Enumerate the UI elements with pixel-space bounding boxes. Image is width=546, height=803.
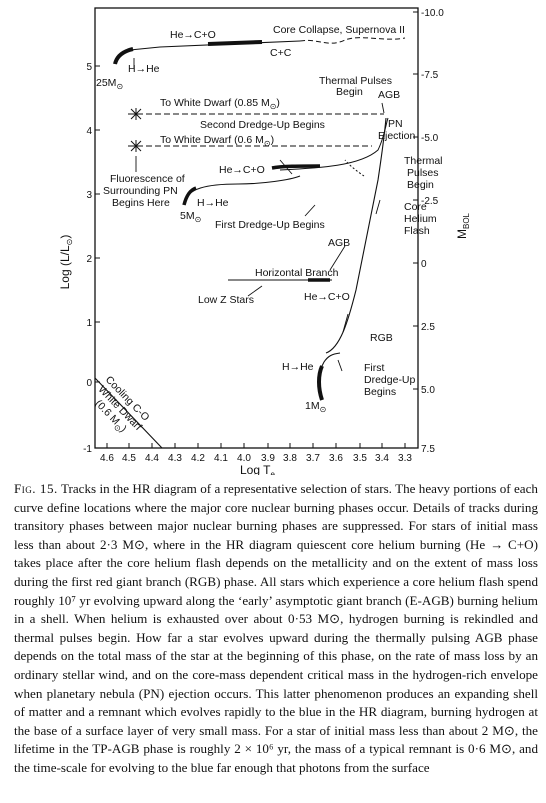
- track-25msun-h-burning: [113, 47, 134, 65]
- label-5msun: 5M⊙: [180, 210, 201, 224]
- y-right-tick-label: -2.5: [421, 196, 439, 207]
- label-core-helium-flash: Core Helium Flash: [404, 201, 437, 237]
- label-agb-mid: AGB: [328, 237, 350, 249]
- track-1msun: [318, 352, 341, 401]
- sunburst-icon: [130, 140, 142, 152]
- label-rgb: RGB: [370, 332, 393, 344]
- y-left-tick-label: 5: [86, 62, 92, 73]
- y-left-ticks: [95, 65, 100, 449]
- x-tick-label: 3.4: [375, 453, 389, 464]
- y-right-tick-label: -10.0: [421, 8, 444, 19]
- label-first-dredge-up-low: First Dredge-Up Begins: [364, 362, 416, 398]
- hr-diagram: 4.6 4.5 4.4 4.3 4.2 4.1 4.0 3.9 3.8 3.7 …: [58, 7, 471, 475]
- y-left-tick-label: 1: [86, 318, 92, 329]
- label-he-co-mid: He→C+O: [219, 164, 265, 176]
- label-thermal-pulses-top: Thermal Pulses Begin: [319, 75, 392, 98]
- label-thermal-pulses-right: Thermal Pulses Begin: [404, 155, 443, 191]
- x-tick-label: 4.1: [214, 453, 228, 464]
- figure-caption: Fig. 15. Tracks in the HR diagram of a r…: [14, 480, 538, 778]
- label-he-co-top: He→C+O: [170, 29, 216, 41]
- label-pn-ejection: PN Ejection: [378, 118, 416, 142]
- label-h-he-top: H→He: [128, 63, 160, 75]
- label-1msun: 1M⊙: [305, 400, 326, 414]
- track-25msun-collapse: [299, 37, 406, 44]
- y-left-tick-label: 4: [86, 126, 92, 137]
- x-tick-label: 3.9: [261, 453, 275, 464]
- y-left-tick-label: -1: [83, 444, 92, 455]
- caption-label: Fig. 15.: [14, 481, 58, 496]
- x-axis-label: Log Te: [240, 463, 275, 475]
- track-rgb-agb: [325, 117, 387, 354]
- x-tick-label: 4.0: [237, 453, 251, 464]
- label-fluorescence: Fluorescence of Surrounding PN Begins Here: [103, 173, 185, 209]
- label-25msun: 25M⊙: [96, 77, 123, 91]
- x-tick-label: 4.4: [145, 453, 159, 464]
- caption-text: Tracks in the HR diagram of a representa…: [14, 481, 538, 775]
- label-h-he-mid: H→He: [197, 197, 229, 209]
- y-right-axis-label: MBOL: [455, 212, 471, 239]
- x-tick-label: 3.7: [306, 453, 320, 464]
- label-to-wd-06: To White Dwarf (0.6 M⊙): [160, 134, 274, 148]
- label-he-co-low: He→C+O: [304, 291, 350, 303]
- label-agb-top: AGB: [378, 89, 400, 101]
- label-first-dredge-up-mid: First Dredge-Up Begins: [215, 219, 325, 231]
- x-tick-label: 4.6: [100, 453, 114, 464]
- cooling-white-dwarf-line: [94, 377, 163, 449]
- track-5msun-agb: [279, 117, 389, 171]
- x-tick-label: 3.3: [398, 453, 412, 464]
- annotation-arrows: [133, 58, 385, 372]
- label-c-c: C+C: [270, 47, 292, 59]
- sunburst-icon: [130, 108, 142, 120]
- track-25msun-he-burning: [207, 40, 263, 46]
- x-tick-label: 3.6: [329, 453, 343, 464]
- y-left-tick-label: 2: [86, 254, 92, 265]
- y-left-axis-label: Log (L/L⊙): [58, 235, 74, 290]
- track-core-he: [344, 159, 365, 177]
- label-h-he-low: H→He: [282, 361, 314, 373]
- y-left-tick-label: 0: [86, 378, 92, 389]
- x-tick-label: 3.5: [353, 453, 367, 464]
- x-ticks: [106, 443, 406, 448]
- label-to-wd-085: To White Dwarf (0.85 M⊙): [160, 97, 280, 111]
- plot-frame: [94, 7, 419, 449]
- y-right-tick-label: 7.5: [421, 444, 435, 455]
- x-tick-label: 3.8: [283, 453, 297, 464]
- label-core-collapse: Core Collapse, Supernova II: [273, 24, 405, 36]
- track-5msun-he-burning: [271, 164, 321, 170]
- x-tick-label: 4.5: [122, 453, 136, 464]
- track-5msun-h-burning: [182, 186, 197, 206]
- x-tick-label: 4.3: [168, 453, 182, 464]
- y-right-ticks: [413, 11, 418, 449]
- track-1msun-h-burning: [317, 365, 324, 401]
- y-right-tick-label: 5.0: [421, 385, 435, 396]
- y-left-tick-label: 3: [86, 190, 92, 201]
- y-right-tick-label: -5.0: [421, 133, 439, 144]
- label-horizontal-branch: Horizontal Branch: [255, 267, 339, 279]
- label-second-dredge-up: Second Dredge-Up Begins: [200, 119, 325, 131]
- y-right-tick-label: -7.5: [421, 70, 439, 81]
- x-tick-label: 4.2: [191, 453, 205, 464]
- y-right-tick-label: 0: [421, 259, 427, 270]
- y-right-tick-label: 2.5: [421, 322, 435, 333]
- label-low-z: Low Z Stars: [198, 294, 254, 306]
